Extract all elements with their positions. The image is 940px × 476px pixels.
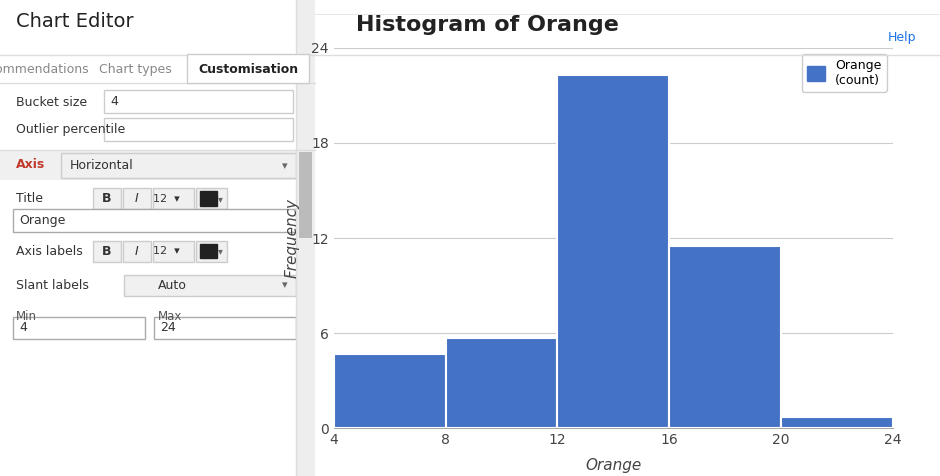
- FancyBboxPatch shape: [124, 275, 296, 296]
- Text: I: I: [134, 192, 138, 206]
- FancyBboxPatch shape: [200, 191, 216, 206]
- Text: 4: 4: [19, 321, 26, 335]
- Text: 12  ▾: 12 ▾: [153, 194, 180, 204]
- FancyBboxPatch shape: [152, 188, 194, 209]
- Text: ▾: ▾: [218, 194, 223, 204]
- Legend: Orange
(count): Orange (count): [802, 54, 886, 92]
- FancyBboxPatch shape: [12, 317, 145, 339]
- Text: Slant labels: Slant labels: [16, 279, 88, 292]
- FancyBboxPatch shape: [12, 209, 296, 232]
- Bar: [334, 354, 446, 428]
- FancyBboxPatch shape: [154, 317, 296, 339]
- Text: Help: Help: [888, 31, 916, 44]
- Text: B: B: [102, 192, 112, 206]
- FancyBboxPatch shape: [152, 241, 194, 262]
- Bar: [781, 417, 893, 428]
- Text: ▾: ▾: [282, 160, 288, 171]
- Text: Title: Title: [16, 192, 42, 206]
- Bar: [446, 338, 557, 428]
- Text: Recommendations: Recommendations: [0, 62, 90, 76]
- Text: Auto: Auto: [158, 279, 186, 292]
- Text: ▾: ▾: [218, 246, 223, 257]
- FancyBboxPatch shape: [123, 241, 150, 262]
- Text: Max: Max: [158, 310, 181, 323]
- FancyBboxPatch shape: [196, 241, 227, 262]
- Text: 12  ▾: 12 ▾: [153, 246, 180, 257]
- Text: Bucket size: Bucket size: [16, 96, 86, 109]
- FancyBboxPatch shape: [61, 153, 296, 178]
- FancyBboxPatch shape: [200, 244, 216, 258]
- Text: 24: 24: [161, 321, 177, 335]
- Text: Chart Editor: Chart Editor: [16, 12, 133, 31]
- FancyBboxPatch shape: [196, 188, 227, 209]
- Text: Axis: Axis: [16, 158, 45, 171]
- Bar: [669, 246, 781, 428]
- Text: Chart types: Chart types: [99, 62, 172, 76]
- FancyBboxPatch shape: [187, 54, 308, 83]
- FancyBboxPatch shape: [104, 90, 293, 113]
- FancyBboxPatch shape: [104, 118, 293, 141]
- Text: Axis labels: Axis labels: [16, 245, 83, 258]
- Text: B: B: [102, 245, 112, 258]
- FancyBboxPatch shape: [296, 0, 315, 476]
- FancyBboxPatch shape: [93, 188, 120, 209]
- FancyBboxPatch shape: [123, 188, 150, 209]
- FancyBboxPatch shape: [93, 241, 120, 262]
- Text: Horizontal: Horizontal: [70, 159, 133, 172]
- Text: Orange: Orange: [19, 214, 65, 228]
- Bar: [557, 75, 669, 428]
- Y-axis label: Frequency: Frequency: [285, 198, 300, 278]
- Text: 4: 4: [110, 95, 118, 109]
- Text: ▾: ▾: [282, 280, 288, 291]
- Text: Min: Min: [16, 310, 37, 323]
- Text: Outlier percentile: Outlier percentile: [16, 123, 125, 137]
- FancyBboxPatch shape: [0, 150, 296, 180]
- FancyBboxPatch shape: [299, 152, 312, 238]
- Text: Customisation: Customisation: [198, 62, 298, 76]
- X-axis label: Orange: Orange: [586, 458, 641, 473]
- Text: I: I: [134, 245, 138, 258]
- Text: Histogram of Orange: Histogram of Orange: [356, 15, 619, 35]
